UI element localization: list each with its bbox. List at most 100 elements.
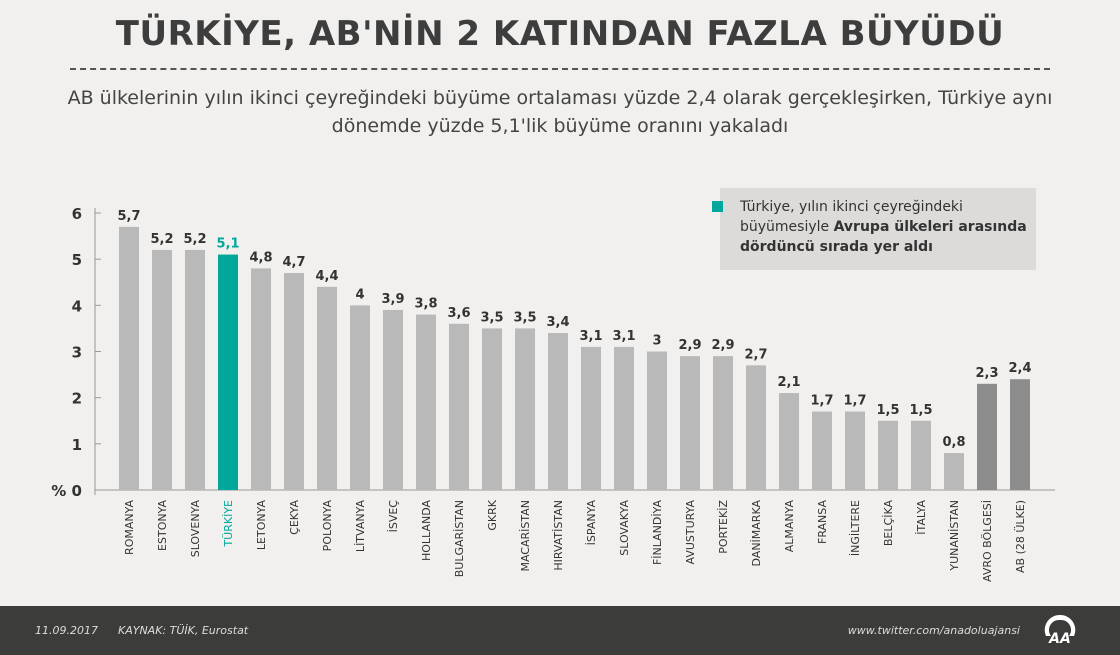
- bar-value-label: 1,7: [843, 394, 866, 409]
- category-label: POLONYA: [321, 500, 334, 552]
- bar-value-label: 2,1: [777, 375, 800, 390]
- bar-value-label: 1,5: [876, 403, 899, 418]
- bar-value-label: 3,6: [447, 306, 470, 321]
- category-label: BULGARİSTAN: [453, 500, 466, 577]
- category-label: ROMANYA: [123, 500, 136, 555]
- legend-swatch: [712, 201, 723, 212]
- bar: [218, 254, 238, 490]
- category-label: LETONYA: [255, 500, 268, 551]
- footer-source: KAYNAK: TÜİK, Eurostat: [118, 624, 249, 637]
- bar-value-label: 2,3: [975, 366, 998, 381]
- bar: [1010, 379, 1030, 490]
- bar: [449, 323, 469, 490]
- bar-value-label: 3,8: [414, 297, 437, 312]
- bar: [416, 314, 436, 490]
- category-label: ÇEKYA: [288, 500, 301, 535]
- bar: [350, 305, 370, 490]
- divider: [70, 68, 1050, 70]
- bar-value-label: 4,8: [249, 250, 272, 265]
- bar: [119, 226, 139, 490]
- bar: [383, 309, 403, 490]
- legend-box: [720, 188, 1036, 270]
- bar-value-label: 4,4: [315, 269, 338, 284]
- category-label: SLOVENYA: [189, 500, 202, 558]
- y-tick-label: 2: [72, 390, 82, 408]
- category-label: SLOVAKYA: [618, 500, 631, 556]
- category-label: TÜRKİYE: [222, 500, 235, 548]
- category-label: ESTONYA: [156, 500, 169, 551]
- bar: [251, 268, 271, 490]
- bar-chart: % 0 1 2 3 4 5 6 5,7 ROMANYA 5,2 ESTONYA 5,2 SLOVENYA…: [51, 205, 1055, 582]
- bar-value-label: 1,5: [909, 403, 932, 418]
- category-label: İSPANYA: [585, 500, 598, 546]
- category-label: İNGİLTERE: [849, 500, 862, 556]
- y-tick-label: 5: [72, 251, 82, 269]
- bar: [647, 351, 667, 490]
- bar-value-label: 3,9: [381, 292, 404, 307]
- footer: 11.09.2017 KAYNAK: TÜİK, Eurostat www.tw…: [0, 606, 1120, 655]
- y-tick-label: 1: [72, 436, 82, 454]
- bar-value-label: 3,5: [513, 310, 536, 325]
- category-label: ALMANYA: [783, 500, 796, 553]
- bar-value-label: 2,7: [744, 347, 767, 362]
- bar-value-label: 4,7: [282, 255, 305, 270]
- bar: [746, 365, 766, 490]
- bar-value-label: 3: [652, 334, 661, 349]
- category-label: AVUSTURYA: [684, 500, 697, 565]
- bar-value-label: 3,1: [612, 329, 635, 344]
- y-tick-label: 4: [72, 297, 82, 315]
- page-title: TÜRKİYE, AB'NİN 2 KATINDAN FAZLA BÜYÜDÜ: [115, 14, 1005, 54]
- bar: [284, 273, 304, 490]
- bar-value-label: 3,4: [546, 315, 569, 330]
- category-label: MACARİSTAN: [519, 500, 532, 572]
- category-label: PORTEKİZ: [717, 500, 730, 554]
- y-tick-label: 6: [72, 205, 82, 223]
- bar: [680, 356, 700, 490]
- svg-text:AA: AA: [1048, 631, 1071, 647]
- legend-plain: Türkiye, yılın ikinci çeyreğindeki büyüm…: [740, 199, 963, 235]
- category-label: BELÇİKA: [882, 500, 895, 547]
- bar-value-label: 0,8: [942, 435, 965, 450]
- bar: [515, 328, 535, 490]
- bar-value-label: 5,1: [216, 237, 239, 252]
- bar: [581, 346, 601, 490]
- category-label: FİNLANDİYA: [651, 500, 664, 566]
- bar-value-label: 1,7: [810, 394, 833, 409]
- category-label: GKRK: [486, 499, 499, 530]
- bar: [878, 420, 898, 490]
- bar: [944, 453, 964, 490]
- bar-value-label: 5,7: [117, 209, 140, 224]
- category-label: YUNANİSTAN: [948, 500, 961, 572]
- bar-value-label: 2,4: [1008, 361, 1031, 376]
- bar-value-label: 3,5: [480, 310, 503, 325]
- y-tick-label: 3: [72, 344, 82, 362]
- y-tick-label: % 0: [51, 482, 82, 500]
- bar: [911, 420, 931, 490]
- legend-bold: Avrupa ülkeleri arasında dördüncü sırada…: [740, 219, 1027, 255]
- bar: [845, 411, 865, 490]
- legend-text: Türkiye, yılın ikinci çeyreğindeki büyüm…: [740, 197, 1030, 257]
- category-label: İSVEÇ: [387, 500, 400, 533]
- bar-value-label: 3,1: [579, 329, 602, 344]
- footer-twitter[interactable]: www.twitter.com/anadoluajansi: [847, 624, 1020, 637]
- category-label: HOLLANDA: [420, 500, 433, 561]
- bar-value-label: 4: [355, 287, 364, 302]
- bar: [977, 383, 997, 490]
- bar: [152, 249, 172, 490]
- bar: [779, 393, 799, 490]
- footer-date: 11.09.2017: [35, 624, 98, 637]
- bar-value-label: 2,9: [678, 338, 701, 353]
- category-label: İTALYA: [915, 500, 928, 535]
- bar-value-label: 2,9: [711, 338, 734, 353]
- bar: [812, 411, 832, 490]
- category-label: DANİMARKA: [750, 500, 763, 567]
- bar: [614, 346, 634, 490]
- subtitle: AB ülkelerinin yılın ikinci çeyreğindeki…: [67, 87, 1053, 137]
- category-label: AB (28 ÜLKE): [1014, 500, 1027, 573]
- category-label: FRANSA: [816, 500, 829, 544]
- category-label: LİTVANYA: [354, 500, 367, 553]
- bar: [185, 249, 205, 490]
- bar: [713, 356, 733, 490]
- bar-value-label: 5,2: [183, 232, 206, 247]
- bar: [548, 333, 568, 490]
